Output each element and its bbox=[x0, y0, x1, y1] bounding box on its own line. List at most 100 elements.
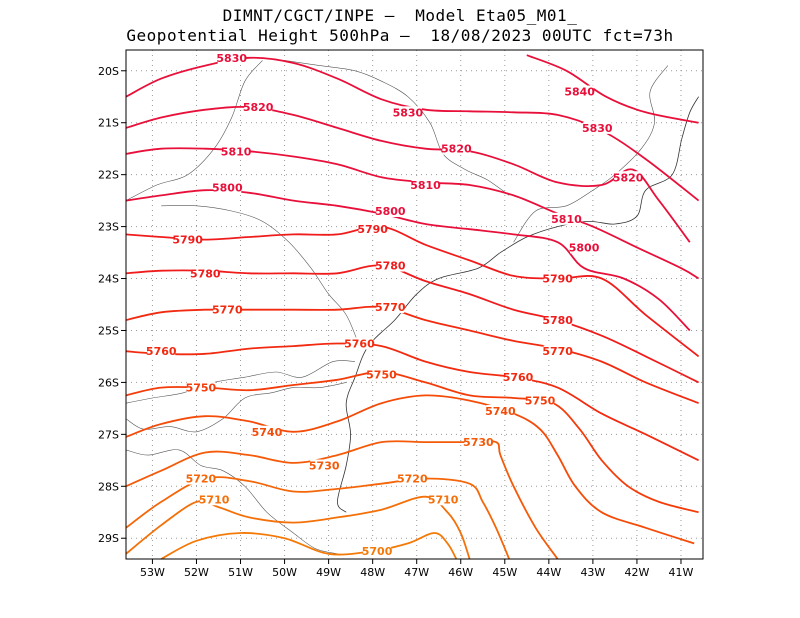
contour-label: 5810 bbox=[551, 213, 582, 226]
contour-label-bg bbox=[367, 368, 396, 381]
contour-label: 5840 bbox=[564, 86, 595, 99]
x-tick-label: 51W bbox=[228, 566, 253, 579]
contour-5740: 5740 5740 bbox=[125, 394, 695, 545]
contour-label: 5800 bbox=[375, 205, 406, 218]
contour-label: 5820 bbox=[441, 143, 472, 156]
contour-label-bg bbox=[543, 314, 572, 327]
x-tick-label: 53W bbox=[140, 566, 165, 579]
contour-label-bg bbox=[570, 241, 599, 254]
y-tick-label: 25S bbox=[98, 324, 119, 337]
y-tick-label: 29S bbox=[98, 532, 119, 545]
contour-label-bg bbox=[376, 259, 405, 272]
contour-label-bg bbox=[186, 472, 215, 485]
x-tick-label: 43W bbox=[580, 566, 605, 579]
y-tick-label: 28S bbox=[98, 480, 119, 493]
contour-5730: 5730 5730 bbox=[125, 436, 559, 560]
contour-label: 5740 bbox=[252, 426, 283, 439]
contour-5700: 5700 bbox=[160, 532, 458, 560]
coastline-segment bbox=[336, 96, 699, 513]
map-title-line-2: Geopotential Height 500hPa – 18/08/2023 … bbox=[126, 26, 674, 45]
x-tick-label: 45W bbox=[492, 566, 517, 579]
contour-label-bg bbox=[442, 142, 471, 155]
contour-label-bg bbox=[583, 121, 612, 134]
state-border bbox=[125, 382, 347, 433]
contour-label-bg bbox=[614, 171, 643, 184]
contour-5760: 5760 5760 5760 bbox=[125, 337, 699, 462]
contour-label-bg bbox=[411, 179, 440, 192]
state-border bbox=[125, 449, 338, 555]
contour-5750: 5750 5750 5750 bbox=[125, 368, 699, 514]
contour-label-bg bbox=[526, 394, 555, 407]
contour-line bbox=[125, 225, 700, 358]
state-border bbox=[125, 360, 356, 404]
contour-label-bg bbox=[552, 212, 581, 225]
contour-label-bg bbox=[504, 371, 533, 384]
contour-label: 5750 bbox=[186, 382, 217, 395]
contour-label: 5790 bbox=[172, 234, 203, 247]
axis-ticks: 53W 52W 51W 50W 49W 48W 47W 46W 45W 44W 43W 42W 41W 2… bbox=[98, 65, 694, 579]
contour-label: 5770 bbox=[212, 304, 243, 317]
contour-label: 5780 bbox=[542, 314, 573, 327]
x-tick-label: 52W bbox=[184, 566, 209, 579]
x-tick-label: 42W bbox=[624, 566, 649, 579]
contour-label: 5780 bbox=[375, 260, 406, 273]
contour-label-bg bbox=[565, 85, 594, 98]
contour-label: 5750 bbox=[525, 395, 556, 408]
contour-label-bg bbox=[429, 493, 458, 506]
x-tick-label: 44W bbox=[536, 566, 561, 579]
contour-label: 5800 bbox=[569, 241, 600, 254]
contour-label-bg bbox=[376, 301, 405, 314]
x-tick-label: 49W bbox=[316, 566, 341, 579]
contour-5840: 5840 bbox=[526, 54, 699, 124]
contour-label: 5700 bbox=[362, 545, 393, 558]
contour-label: 5710 bbox=[428, 493, 459, 506]
coastline bbox=[336, 96, 699, 513]
contour-5720: 5720 5720 bbox=[125, 472, 511, 560]
contour-label: 5770 bbox=[375, 301, 406, 314]
contour-5830: 5830 5830 5830 bbox=[125, 51, 700, 202]
contour-label-bg bbox=[543, 345, 572, 358]
y-tick-label: 26S bbox=[98, 376, 119, 389]
height-contours: 5840583058305830582058205820581058105810… bbox=[125, 51, 700, 560]
contour-label: 5830 bbox=[582, 122, 613, 135]
contour-label-bg bbox=[358, 223, 387, 236]
contour-5780: 5780 5780 5780 bbox=[125, 259, 699, 384]
y-tick-label: 27S bbox=[98, 428, 119, 441]
contour-label-bg bbox=[147, 345, 176, 358]
contour-line bbox=[125, 495, 471, 560]
contour-5790: 5790 5790 5790 bbox=[125, 223, 700, 358]
contour-5710: 5710 5710 bbox=[125, 493, 471, 560]
y-tick-label: 23S bbox=[98, 221, 119, 234]
contour-label: 5730 bbox=[309, 460, 340, 473]
contour-label-bg bbox=[543, 272, 572, 285]
contour-label: 5760 bbox=[503, 371, 534, 384]
contour-label: 5730 bbox=[463, 436, 494, 449]
contour-label: 5790 bbox=[357, 223, 388, 236]
contour-label-bg bbox=[376, 205, 405, 218]
contour-line bbox=[125, 342, 699, 462]
contour-label: 5780 bbox=[190, 267, 221, 280]
x-tick-label: 50W bbox=[272, 566, 297, 579]
contour-line bbox=[125, 440, 559, 560]
contour-line bbox=[526, 54, 699, 124]
contour-label: 5790 bbox=[542, 273, 573, 286]
contour-label: 5830 bbox=[393, 106, 424, 119]
contour-label: 5830 bbox=[216, 52, 247, 65]
contour-5820: 5820 5820 5820 bbox=[125, 101, 691, 243]
y-tick-label: 20S bbox=[98, 65, 119, 78]
contour-label: 5820 bbox=[613, 171, 644, 184]
contour-label-bg bbox=[222, 145, 251, 158]
y-tick-label: 22S bbox=[98, 169, 119, 182]
contour-line bbox=[160, 532, 458, 560]
contour-line bbox=[125, 371, 699, 514]
y-tick-label: 24S bbox=[98, 273, 119, 286]
contour-label: 5740 bbox=[485, 405, 516, 418]
contour-label-bg bbox=[186, 381, 215, 394]
contour-label-bg bbox=[244, 101, 273, 114]
contour-label: 5720 bbox=[186, 472, 217, 485]
contour-label-bg bbox=[393, 106, 422, 119]
map-frame bbox=[125, 49, 704, 560]
contour-label: 5810 bbox=[221, 145, 252, 158]
contour-label: 5720 bbox=[397, 472, 428, 485]
contour-label-bg bbox=[213, 303, 242, 316]
